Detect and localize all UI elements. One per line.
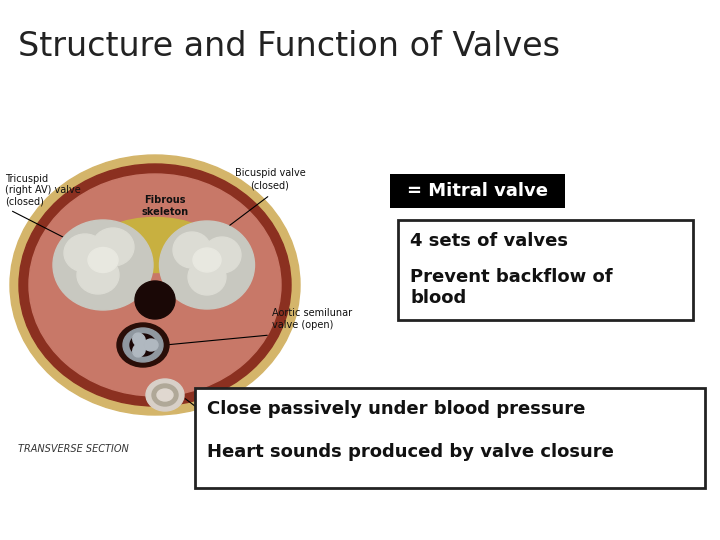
- Ellipse shape: [77, 256, 119, 294]
- Text: Bicuspid valve
(closed): Bicuspid valve (closed): [235, 168, 305, 190]
- Ellipse shape: [92, 228, 134, 266]
- Text: = Mitral valve: = Mitral valve: [407, 182, 548, 200]
- Ellipse shape: [130, 334, 156, 356]
- Ellipse shape: [132, 343, 145, 357]
- Ellipse shape: [160, 221, 254, 309]
- Ellipse shape: [203, 237, 241, 273]
- Ellipse shape: [144, 339, 158, 351]
- Text: Heart sounds produced by valve closure: Heart sounds produced by valve closure: [207, 443, 614, 461]
- Bar: [398, 220, 693, 320]
- Text: Tricuspid
(right AV) valve
(closed): Tricuspid (right AV) valve (closed): [5, 174, 81, 207]
- Text: Fibrous
skeleton: Fibrous skeleton: [141, 195, 189, 217]
- Ellipse shape: [117, 323, 169, 367]
- Ellipse shape: [132, 333, 145, 347]
- Ellipse shape: [53, 220, 153, 310]
- Ellipse shape: [157, 389, 173, 401]
- Ellipse shape: [135, 281, 175, 319]
- Ellipse shape: [146, 379, 184, 411]
- Ellipse shape: [188, 259, 226, 295]
- Ellipse shape: [29, 174, 281, 396]
- Text: Aortic semilunar
valve (open): Aortic semilunar valve (open): [272, 308, 352, 330]
- Ellipse shape: [10, 155, 300, 415]
- Bar: [390, 174, 565, 208]
- Ellipse shape: [64, 234, 106, 272]
- Ellipse shape: [152, 384, 178, 406]
- Ellipse shape: [193, 248, 221, 272]
- Ellipse shape: [95, 218, 215, 273]
- Ellipse shape: [173, 232, 211, 268]
- Ellipse shape: [123, 328, 163, 362]
- Text: Pulmonary semilunar
valve (open): Pulmonary semilunar valve (open): [222, 417, 326, 438]
- Text: Prevent backflow of
blood: Prevent backflow of blood: [410, 268, 613, 307]
- Ellipse shape: [19, 164, 291, 406]
- Text: TRANSVERSE SECTION: TRANSVERSE SECTION: [18, 444, 129, 454]
- Text: 4 sets of valves: 4 sets of valves: [410, 232, 568, 250]
- Text: Close passively under blood pressure: Close passively under blood pressure: [207, 400, 585, 418]
- Text: Structure and Function of Valves: Structure and Function of Valves: [18, 30, 560, 63]
- Bar: [195, 388, 705, 488]
- Ellipse shape: [88, 247, 118, 273]
